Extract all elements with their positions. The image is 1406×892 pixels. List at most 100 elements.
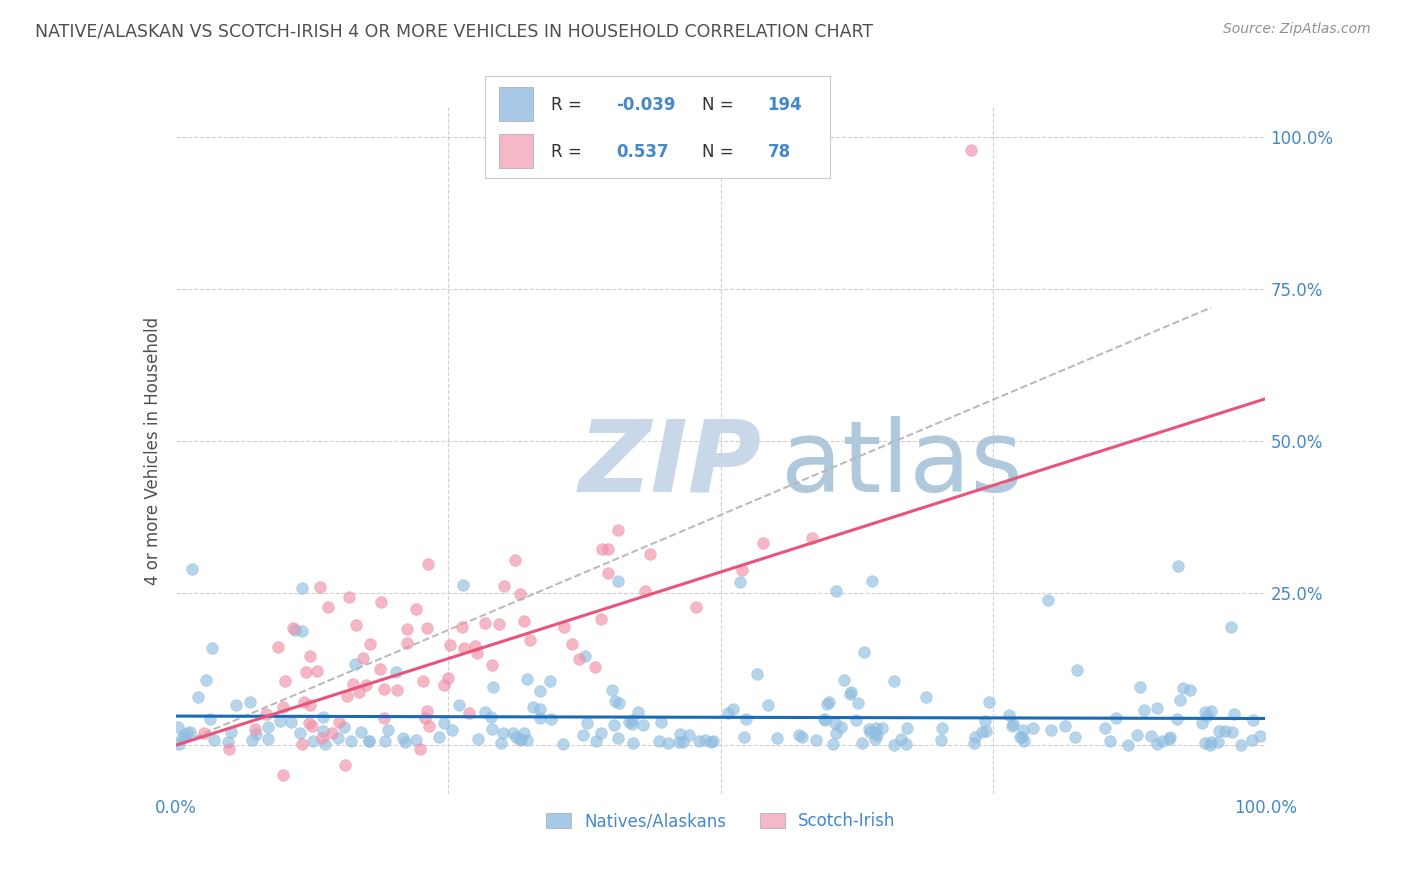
Point bbox=[972, 725, 994, 739]
Point bbox=[1098, 734, 1121, 748]
Point bbox=[169, 737, 191, 751]
Point bbox=[481, 722, 503, 736]
Text: 0.537: 0.537 bbox=[616, 143, 669, 161]
Point bbox=[598, 541, 620, 556]
Point bbox=[766, 731, 789, 746]
Text: 194: 194 bbox=[768, 95, 803, 113]
Point bbox=[894, 738, 917, 752]
Point bbox=[931, 732, 953, 747]
Point bbox=[606, 731, 628, 746]
Point bbox=[418, 719, 440, 733]
Point bbox=[1220, 725, 1243, 739]
Point bbox=[344, 617, 367, 632]
Point bbox=[1010, 730, 1032, 744]
Point bbox=[863, 725, 886, 739]
Point bbox=[202, 732, 225, 747]
Point bbox=[1146, 701, 1168, 715]
Point bbox=[896, 721, 918, 735]
Point bbox=[866, 727, 889, 741]
Point bbox=[198, 712, 221, 726]
Point bbox=[815, 697, 838, 711]
Point bbox=[998, 708, 1021, 723]
Point bbox=[298, 698, 321, 713]
Point bbox=[834, 673, 856, 687]
Point bbox=[860, 574, 883, 588]
Point bbox=[1171, 681, 1194, 696]
Point bbox=[631, 718, 654, 732]
Point bbox=[1116, 738, 1139, 752]
Point bbox=[280, 714, 302, 729]
Point bbox=[1001, 717, 1024, 731]
Point bbox=[824, 726, 846, 740]
Point bbox=[316, 599, 339, 614]
Point bbox=[465, 646, 488, 660]
Point bbox=[510, 731, 533, 746]
Point bbox=[516, 733, 538, 747]
Point bbox=[883, 673, 905, 688]
Point bbox=[395, 636, 418, 650]
Point bbox=[733, 730, 755, 744]
Point bbox=[790, 731, 813, 745]
Point bbox=[1038, 593, 1060, 607]
Point bbox=[176, 726, 198, 740]
Point bbox=[482, 680, 505, 694]
Point bbox=[359, 733, 381, 747]
Point bbox=[479, 710, 502, 724]
Point bbox=[1208, 724, 1230, 739]
Point bbox=[758, 698, 780, 712]
Point bbox=[657, 736, 679, 750]
Point bbox=[284, 624, 307, 638]
Point bbox=[621, 713, 644, 727]
Point bbox=[538, 674, 561, 689]
Point bbox=[314, 737, 336, 751]
Point bbox=[385, 665, 408, 679]
Point bbox=[883, 738, 905, 752]
Point bbox=[1199, 705, 1222, 719]
Text: ZIP: ZIP bbox=[579, 416, 762, 513]
Point bbox=[1167, 559, 1189, 574]
Point bbox=[416, 704, 439, 718]
Point bbox=[591, 612, 613, 626]
Point bbox=[503, 553, 526, 567]
Point bbox=[298, 716, 321, 731]
Point bbox=[370, 595, 392, 609]
Point bbox=[607, 696, 630, 710]
Point bbox=[607, 574, 630, 589]
Point bbox=[281, 621, 304, 635]
Point bbox=[437, 671, 460, 685]
Point bbox=[405, 601, 427, 615]
Point bbox=[735, 712, 758, 726]
Point bbox=[474, 705, 496, 719]
Point bbox=[789, 728, 811, 742]
Point bbox=[814, 714, 837, 728]
Point bbox=[179, 725, 201, 739]
Point bbox=[299, 648, 322, 663]
Point bbox=[513, 726, 536, 740]
Text: R =: R = bbox=[551, 95, 586, 113]
Point bbox=[648, 734, 671, 748]
Point bbox=[1213, 723, 1236, 738]
Point bbox=[1241, 732, 1264, 747]
Point bbox=[752, 536, 775, 550]
Point bbox=[295, 665, 318, 679]
Point bbox=[447, 698, 470, 712]
Point bbox=[963, 736, 986, 750]
Point bbox=[343, 657, 366, 672]
Point bbox=[979, 696, 1001, 710]
Point bbox=[302, 734, 325, 748]
Point bbox=[245, 727, 267, 741]
Point bbox=[668, 735, 690, 749]
Point bbox=[257, 732, 280, 747]
Point bbox=[374, 734, 396, 748]
Point bbox=[1159, 730, 1181, 744]
Point bbox=[509, 587, 531, 601]
Point bbox=[221, 725, 243, 739]
Point bbox=[368, 662, 391, 676]
Point bbox=[195, 673, 218, 687]
Point bbox=[1194, 706, 1216, 720]
Point bbox=[1066, 663, 1088, 677]
Point bbox=[747, 667, 769, 681]
Point bbox=[492, 725, 515, 739]
Point bbox=[583, 660, 606, 674]
Point bbox=[336, 689, 359, 703]
